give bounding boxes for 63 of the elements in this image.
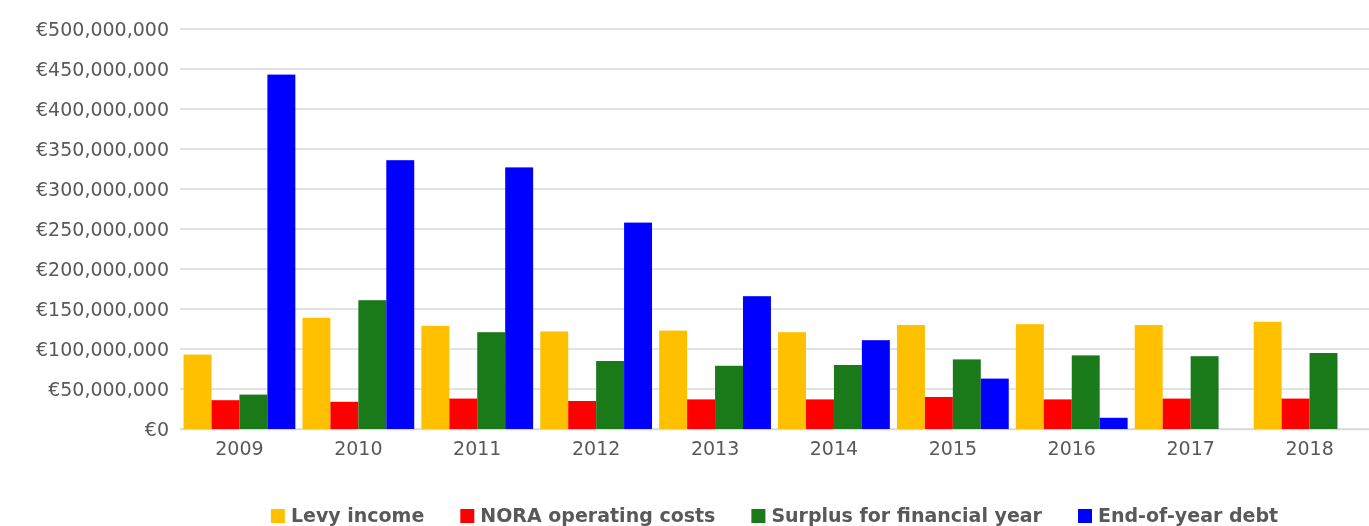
x-tick-label: 2015 xyxy=(928,436,978,459)
bar xyxy=(1309,353,1338,429)
bar xyxy=(267,74,296,429)
bar xyxy=(183,354,212,429)
bar xyxy=(1099,417,1128,429)
y-tick-label: €50,000,000 xyxy=(48,377,169,400)
bar xyxy=(596,361,625,429)
bar xyxy=(358,300,387,429)
bar xyxy=(861,340,890,429)
bar xyxy=(239,394,268,429)
bar xyxy=(659,330,688,429)
bar xyxy=(540,331,569,429)
legend-label: Levy income xyxy=(290,504,425,526)
bar xyxy=(568,401,597,429)
bar xyxy=(1043,399,1072,429)
y-tick-label: €300,000,000 xyxy=(36,177,169,200)
bar xyxy=(980,378,1009,429)
bar xyxy=(330,401,359,429)
y-tick-label: €150,000,000 xyxy=(36,297,169,320)
x-tick-label: 2017 xyxy=(1166,436,1215,459)
y-tick-label: €250,000,000 xyxy=(36,217,169,240)
bar xyxy=(477,332,506,429)
x-tick-label: 2016 xyxy=(1047,436,1096,459)
bar xyxy=(1015,324,1044,429)
bar xyxy=(742,296,771,429)
bar xyxy=(421,325,450,429)
bar xyxy=(386,160,415,429)
x-tick-label: 2012 xyxy=(571,436,621,459)
bar xyxy=(302,317,331,429)
legend-label: NORA operating costs xyxy=(480,504,716,526)
legend-label: End-of-year debt xyxy=(1097,504,1279,526)
bar xyxy=(896,325,925,429)
y-tick-label: €450,000,000 xyxy=(36,57,169,80)
y-tick-label: €500,000,000 xyxy=(36,17,169,40)
bar xyxy=(1071,355,1100,429)
bar xyxy=(1190,356,1219,429)
bar xyxy=(505,167,534,429)
bar xyxy=(924,397,953,429)
y-tick-label: €200,000,000 xyxy=(36,257,169,280)
bar xyxy=(806,399,834,429)
x-tick-label: 2010 xyxy=(334,436,383,459)
bar xyxy=(833,365,862,429)
bar xyxy=(952,359,981,429)
bar xyxy=(449,398,478,429)
x-tick-label: 2014 xyxy=(809,436,859,459)
x-tick-label: 2018 xyxy=(1285,436,1334,459)
y-tick-label: €400,000,000 xyxy=(36,97,169,120)
bar xyxy=(211,400,240,429)
x-tick-label: 2009 xyxy=(215,436,264,459)
x-tick-label: 2011 xyxy=(453,436,502,459)
bar xyxy=(1162,398,1191,429)
y-tick-label: €350,000,000 xyxy=(36,137,169,160)
bar xyxy=(1281,398,1310,429)
x-tick-label: 2013 xyxy=(690,436,740,459)
bar xyxy=(715,365,743,429)
y-tick-label: €0 xyxy=(144,417,169,440)
bar xyxy=(687,399,716,429)
y-tick-label: €100,000,000 xyxy=(36,337,169,360)
bar xyxy=(1253,321,1282,429)
bar xyxy=(1134,325,1163,429)
legend-label: Surplus for financial year xyxy=(771,504,1043,526)
bar xyxy=(778,332,807,429)
bar xyxy=(624,222,653,429)
